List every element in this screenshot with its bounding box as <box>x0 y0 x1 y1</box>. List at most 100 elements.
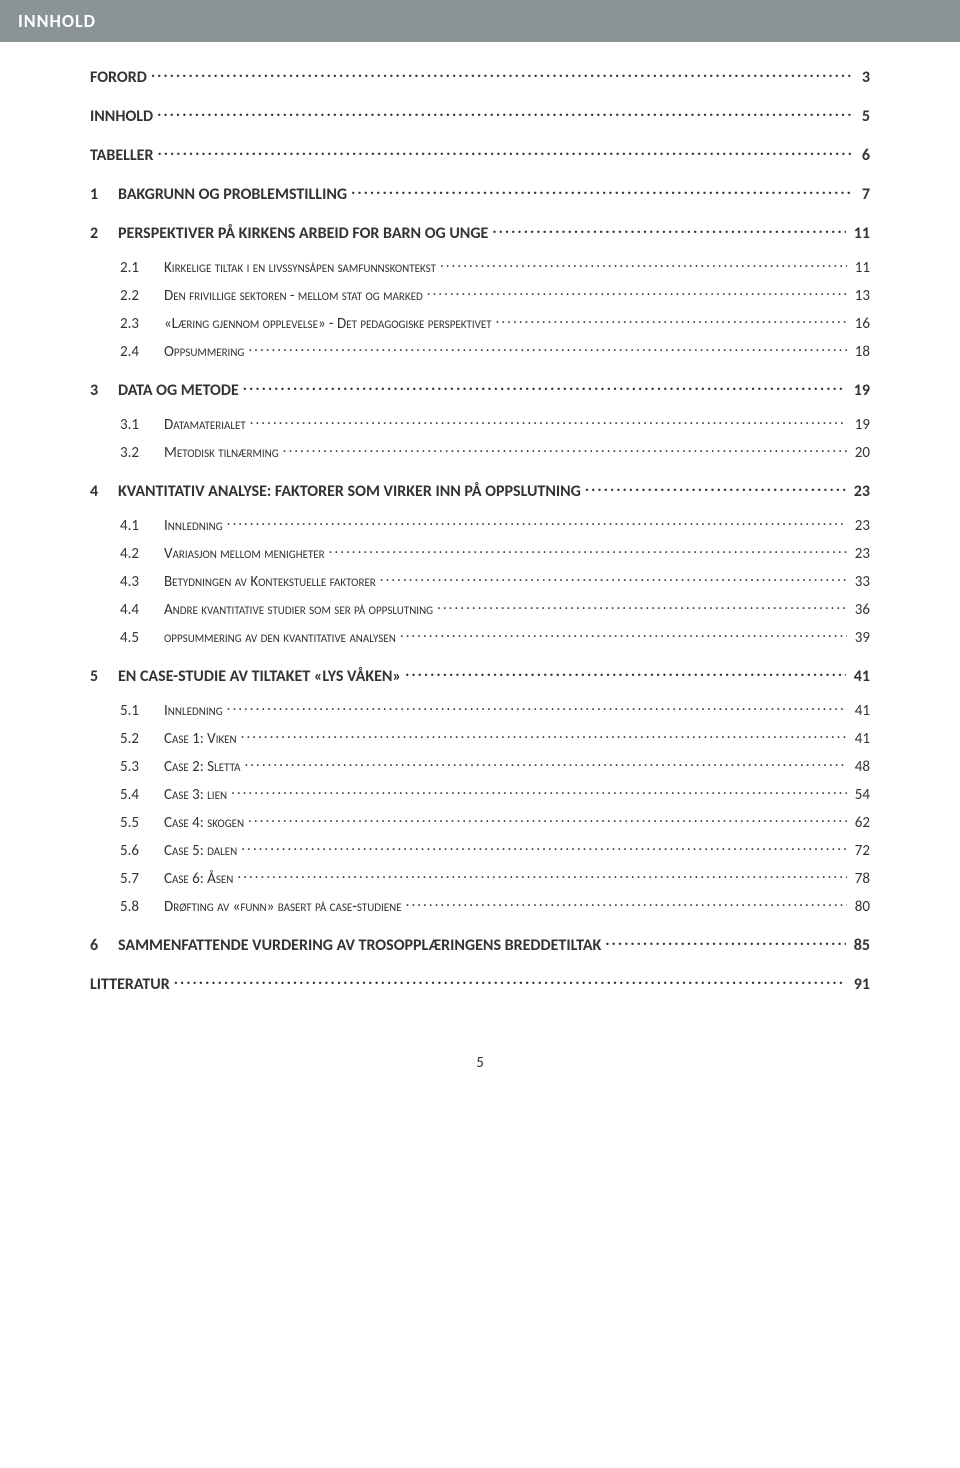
toc-entry: 4.3Betydningen av Kontekstuelle faktorer… <box>90 571 870 591</box>
toc-leader-dots <box>151 66 854 82</box>
toc-entry-label: SAMMENFATTENDE VURDERING AV TROSOPPLÆRIN… <box>118 936 601 955</box>
toc-entry-label: Case 4: skogen <box>164 814 244 832</box>
toc-entry-number: 3 <box>90 381 118 400</box>
toc-entry-label: LITTERATUR <box>90 975 170 994</box>
toc-entry: 6SAMMENFATTENDE VURDERING AV TROSOPPLÆRI… <box>90 934 870 955</box>
toc-leader-dots <box>157 144 853 160</box>
toc-entry-page: 54 <box>851 786 870 804</box>
toc-entry: 4.2Variasjon mellom menigheter23 <box>90 543 870 563</box>
toc-entry-label: DATA OG METODE <box>118 381 239 400</box>
toc-entry-label: Den frivillige sektoren - mellom stat og… <box>164 287 423 305</box>
toc-entry-number: 5.2 <box>120 730 164 748</box>
toc-entry-number: 5.7 <box>120 870 164 888</box>
toc-entry-number: 5.6 <box>120 842 164 860</box>
toc-entry-label: Andre kvantitative studier som ser på op… <box>164 601 433 619</box>
toc-entry-page: 18 <box>851 343 870 361</box>
toc-entry-number: 5.3 <box>120 758 164 776</box>
toc-leader-dots <box>248 341 846 356</box>
toc-entry-number: 1 <box>90 185 118 204</box>
toc-entry-label: PERSPEKTIVER PÅ KIRKENS ARBEID FOR BARN … <box>118 224 488 243</box>
toc-entry-label: BAKGRUNN OG PROBLEMSTILLING <box>118 185 347 204</box>
toc-leader-dots <box>250 414 847 429</box>
toc-entry-number: 2.3 <box>120 315 164 333</box>
toc-entry-label: «Læring gjennom opplevelse» - Det pedago… <box>164 315 492 333</box>
toc-entry-page: 41 <box>850 667 870 686</box>
toc-entry-page: 72 <box>851 842 870 860</box>
toc-entry-label: TABELLER <box>90 146 153 165</box>
toc-leader-dots <box>351 183 854 199</box>
toc-entry-number: 6 <box>90 936 118 955</box>
toc-entry-page: 13 <box>851 287 870 305</box>
toc-entry-label: Oppsummering <box>164 343 244 361</box>
toc-entry-page: 39 <box>851 629 870 647</box>
toc-entry-label: Betydningen av Kontekstuelle faktorer <box>164 573 376 591</box>
toc-entry: 4.5oppsummering av den kvantitative anal… <box>90 627 870 647</box>
toc-entry-number: 4 <box>90 482 118 501</box>
toc-leader-dots <box>605 934 846 950</box>
toc-entry: 5.8Drøfting av «funn» basert på case-stu… <box>90 896 870 916</box>
title-bar-text: INNHOLD <box>18 10 96 32</box>
toc-leader-dots <box>437 599 847 614</box>
toc-entry: INNHOLD5 <box>90 105 870 126</box>
toc-leader-dots <box>406 896 847 911</box>
toc-entry-label: Case 5: dalen <box>164 842 237 860</box>
toc-leader-dots <box>227 515 847 530</box>
toc-entry-page: 23 <box>851 517 870 535</box>
toc-entry: 5.6Case 5: dalen 72 <box>90 840 870 860</box>
toc-entry-label: Case 6: Åsen <box>164 870 233 888</box>
toc-entry: 5.7Case 6: Åsen 78 <box>90 868 870 888</box>
toc-entry-label: INNHOLD <box>90 107 153 126</box>
toc-entry: 4KVANTITATIV ANALYSE: FAKTORER SOM VIRKE… <box>90 480 870 501</box>
toc-leader-dots <box>427 285 847 300</box>
toc-leader-dots <box>380 571 847 586</box>
page-title-bar: INNHOLD <box>0 0 960 42</box>
toc-leader-dots <box>243 379 846 395</box>
toc-entry-number: 3.2 <box>120 444 164 462</box>
toc-leader-dots <box>241 728 847 743</box>
toc-entry-number: 5.8 <box>120 898 164 916</box>
toc-entry-number: 4.5 <box>120 629 164 647</box>
page-number: 5 <box>90 1054 870 1072</box>
toc-leader-dots <box>244 756 846 771</box>
toc-entry: 4.4Andre kvantitative studier som ser på… <box>90 599 870 619</box>
toc-entry: 3.2Metodisk tilnærming20 <box>90 442 870 462</box>
toc-leader-dots <box>231 784 847 799</box>
toc-entry-label: Metodisk tilnærming <box>164 444 279 462</box>
toc-entry-page: 85 <box>850 936 870 955</box>
toc-entry: 5.4Case 3: lien 54 <box>90 784 870 804</box>
toc-leader-dots <box>405 665 846 681</box>
toc-entry: 2.1Kirkelige tiltak i en livssynsåpen sa… <box>90 257 870 277</box>
toc-entry-number: 4.1 <box>120 517 164 535</box>
toc-entry-label: Case 3: lien <box>164 786 227 804</box>
toc-entry-number: 2 <box>90 224 118 243</box>
toc-entry-page: 33 <box>851 573 870 591</box>
toc-entry-page: 91 <box>850 975 870 994</box>
toc-entry-page: 78 <box>851 870 870 888</box>
toc-entry-number: 2.2 <box>120 287 164 305</box>
toc-entry: 2.4Oppsummering18 <box>90 341 870 361</box>
page-container: INNHOLD FORORD3INNHOLD5TABELLER61BAKGRUN… <box>0 0 960 1132</box>
toc-leader-dots <box>400 627 847 642</box>
toc-entry-page: 19 <box>851 416 870 434</box>
toc-leader-dots <box>283 442 847 457</box>
toc-entry: 5EN CASE-STUDIE AV TILTAKET «LYS VÅKEN»4… <box>90 665 870 686</box>
toc-entry-label: Innledning <box>164 702 223 720</box>
toc-entry-page: 11 <box>851 259 870 277</box>
toc-entry-label: Case 1: Viken <box>164 730 237 748</box>
toc-entry-number: 4.3 <box>120 573 164 591</box>
toc-entry-label: EN CASE-STUDIE AV TILTAKET «LYS VÅKEN» <box>118 667 401 686</box>
toc-entry-label: KVANTITATIV ANALYSE: FAKTORER SOM VIRKER… <box>118 482 581 501</box>
toc-entry: 5.2Case 1: Viken41 <box>90 728 870 748</box>
toc-leader-dots <box>248 812 847 827</box>
toc-entry-label: Drøfting av «funn» basert på case-studie… <box>164 898 402 916</box>
toc-entry: FORORD3 <box>90 66 870 87</box>
toc-entry: 4.1Innledning23 <box>90 515 870 535</box>
table-of-contents: FORORD3 INNHOLD5 TABELLER 6 1BAKGRUNN OG PRO… <box>90 66 870 994</box>
toc-entry-number: 5.4 <box>120 786 164 804</box>
toc-entry-page: 7 <box>858 185 870 204</box>
toc-entry-number: 2.1 <box>120 259 164 277</box>
toc-leader-dots <box>585 480 846 496</box>
toc-entry: 5.5Case 4: skogen62 <box>90 812 870 832</box>
toc-leader-dots <box>492 222 845 238</box>
toc-leader-dots <box>157 105 854 121</box>
